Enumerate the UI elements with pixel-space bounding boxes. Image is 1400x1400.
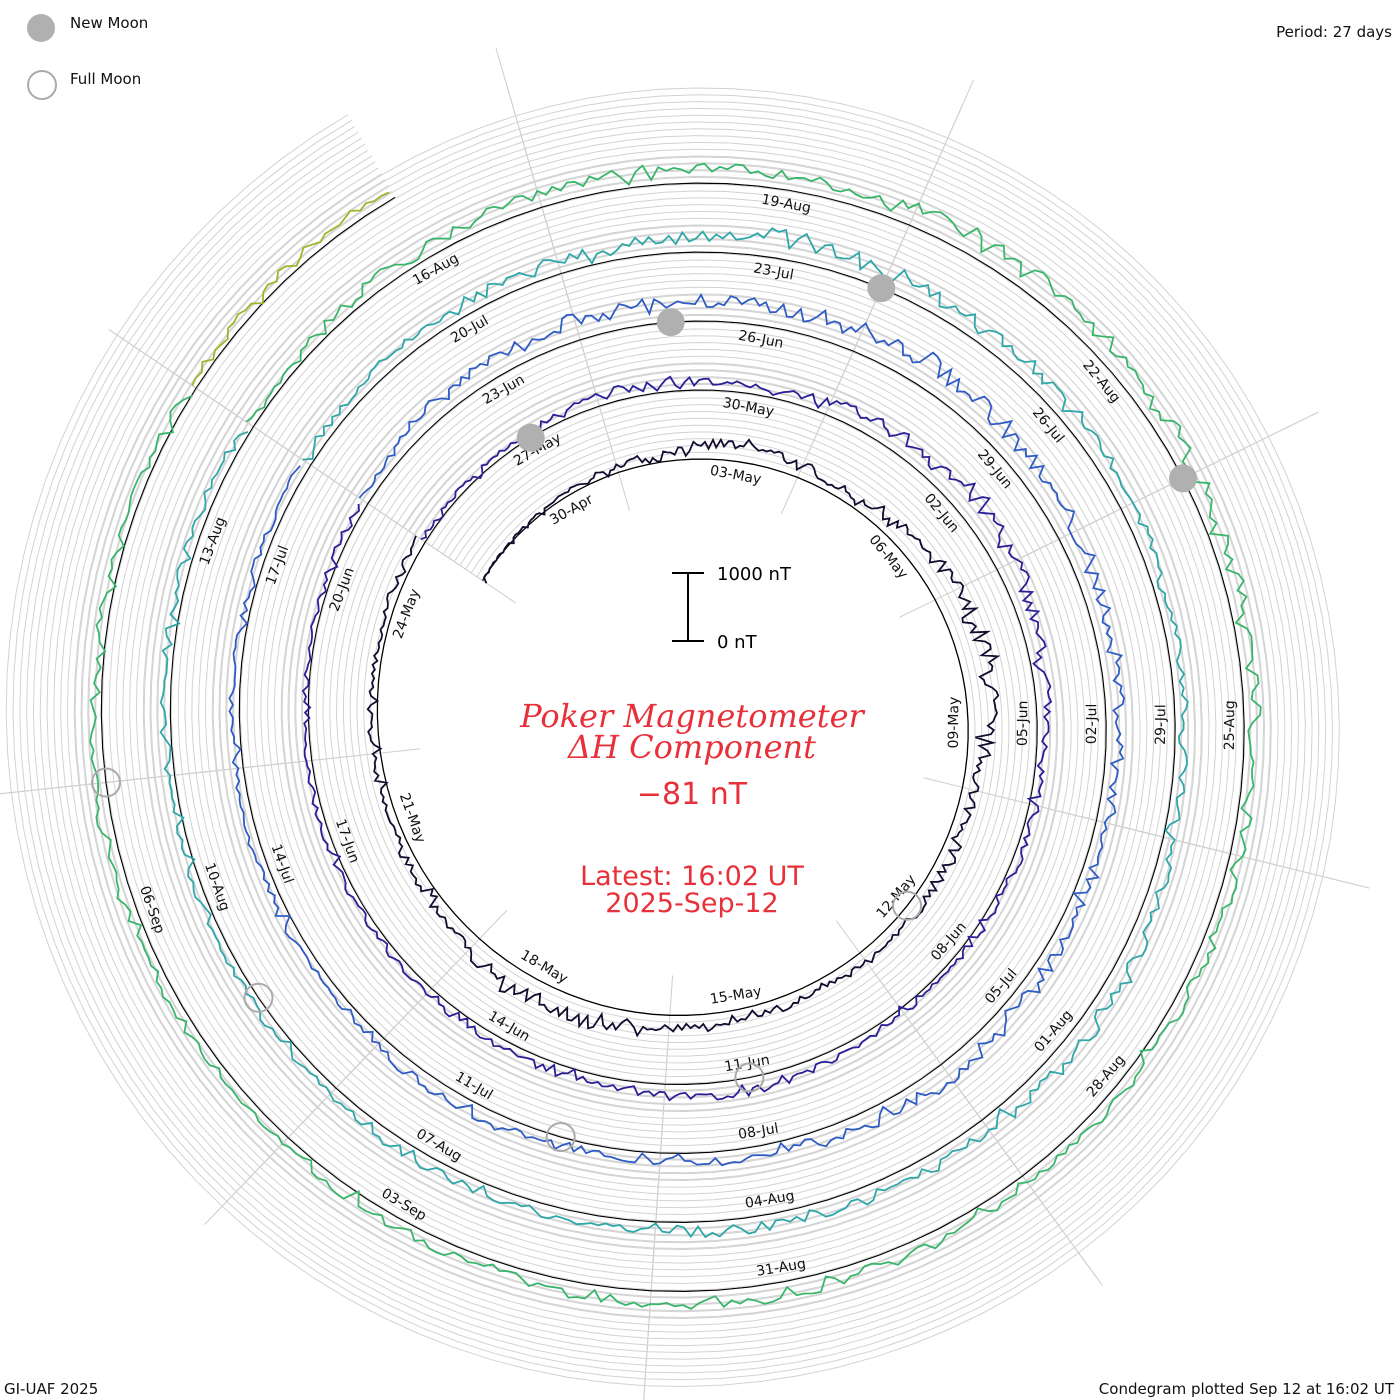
series-trace-turn-5	[89, 162, 1262, 1310]
grid-spiral	[5, 87, 1340, 1388]
grid-spoke	[108, 329, 230, 411]
new-moon-icon	[27, 14, 55, 42]
full-moon-marker	[545, 1122, 576, 1152]
date-tick-label: 31-Aug	[755, 1256, 807, 1280]
grid-spiral	[80, 162, 1266, 1313]
date-tick-label: 03-May	[709, 463, 763, 488]
date-tick-label: 30-May	[721, 395, 775, 420]
grid-spoke	[892, 79, 975, 262]
baseline-spiral	[100, 182, 1245, 1292]
footer-credit: GI-UAF 2025	[4, 1380, 99, 1398]
current-value: −81 nT	[637, 777, 748, 812]
new-moon-marker	[867, 274, 896, 303]
date-tick-label: 19-Aug	[760, 192, 812, 217]
date-tick-label: 22-Aug	[1079, 357, 1123, 406]
date-tick-label: 11-Jul	[452, 1069, 495, 1103]
full-moon-marker	[892, 890, 923, 921]
full-moon-marker	[734, 1062, 765, 1093]
date-tick-label: 23-Jul	[752, 260, 795, 283]
data-traces	[89, 162, 1262, 1310]
grid-spoke	[204, 1108, 317, 1225]
footer-plot-time: Condegram plotted Sep 12 at 16:02 UT	[1098, 1380, 1394, 1398]
date-tick-label: 29-Jul	[1153, 704, 1169, 745]
grid-spiral	[46, 128, 1300, 1347]
period-text: Period: 27 days	[1276, 23, 1392, 41]
date-tick-label: 15-May	[709, 984, 763, 1008]
series-trace-turn-6	[191, 191, 390, 386]
grid-spiral	[60, 141, 1286, 1333]
grid-spiral	[66, 148, 1279, 1326]
new-moon-marker	[516, 423, 545, 452]
date-tick-label: 01-Aug	[1031, 1007, 1076, 1055]
date-tick-label: 17-Jun	[332, 817, 362, 865]
legend-full-moon-label: Full Moon	[70, 70, 142, 88]
date-tick-label: 20-Jun	[327, 565, 358, 613]
grid-spoke	[643, 1250, 655, 1400]
full-moon-marker	[91, 767, 121, 798]
new-moon-marker	[1169, 464, 1197, 493]
full-moon-icon	[27, 70, 57, 100]
grid-spiral	[32, 114, 1313, 1360]
moon-markers	[91, 274, 1197, 1152]
latest-date: 2025-Sep-12	[605, 888, 778, 919]
scale-top-label: 1000 nT	[717, 564, 792, 585]
date-tick-label: 20-Jul	[448, 313, 491, 347]
chart-title-line2: ΔH Component	[566, 728, 816, 766]
grid-spoke	[1191, 843, 1370, 889]
date-tick-label: 04-Aug	[744, 1188, 796, 1212]
scale-bottom-label: 0 nT	[717, 632, 758, 653]
date-tick-label: 05-Jun	[1015, 700, 1031, 746]
new-moon-marker	[656, 308, 685, 337]
date-tick-label: 26-Jun	[737, 328, 785, 352]
latest-time: Latest: 16:02 UT	[580, 861, 804, 892]
grid-spiral	[53, 135, 1293, 1340]
date-tick-label: 06-May	[865, 532, 910, 582]
grid-spoke	[495, 47, 554, 246]
date-tick-label: 24-May	[390, 587, 423, 641]
series-trace-turn-2	[301, 375, 1053, 1102]
date-tick-label: 18-May	[518, 947, 571, 987]
full-moon-marker	[243, 982, 274, 1013]
grid-spiral	[26, 107, 1320, 1367]
series-trace-turn-1	[366, 437, 1001, 1038]
date-tick-label: 10-Aug	[201, 861, 233, 913]
grid-spiral	[19, 101, 1327, 1374]
date-tick-label: 13-Aug	[197, 515, 230, 567]
grid-spiral	[73, 155, 1272, 1320]
date-tick-label: 09-May	[946, 697, 963, 749]
polar-grid	[0, 47, 1370, 1400]
date-tick-label: 08-Jul	[737, 1121, 780, 1143]
series-trace-turn-4	[159, 227, 1189, 1239]
center-title: Poker Magnetometer ΔH Component −81 nT L…	[519, 697, 865, 919]
chart-title-line1: Poker Magnetometer	[519, 697, 865, 735]
date-tick-label: 25-Aug	[1222, 700, 1239, 750]
grid-spiral	[39, 121, 1306, 1354]
series-trace-turn-3	[228, 293, 1126, 1167]
scale-bar: 1000 nT 0 nT	[672, 564, 792, 653]
grid-spiral	[12, 94, 1334, 1381]
legend-new-moon-label: New Moon	[70, 14, 149, 32]
date-tick-label: 02-Jul	[1084, 704, 1100, 745]
